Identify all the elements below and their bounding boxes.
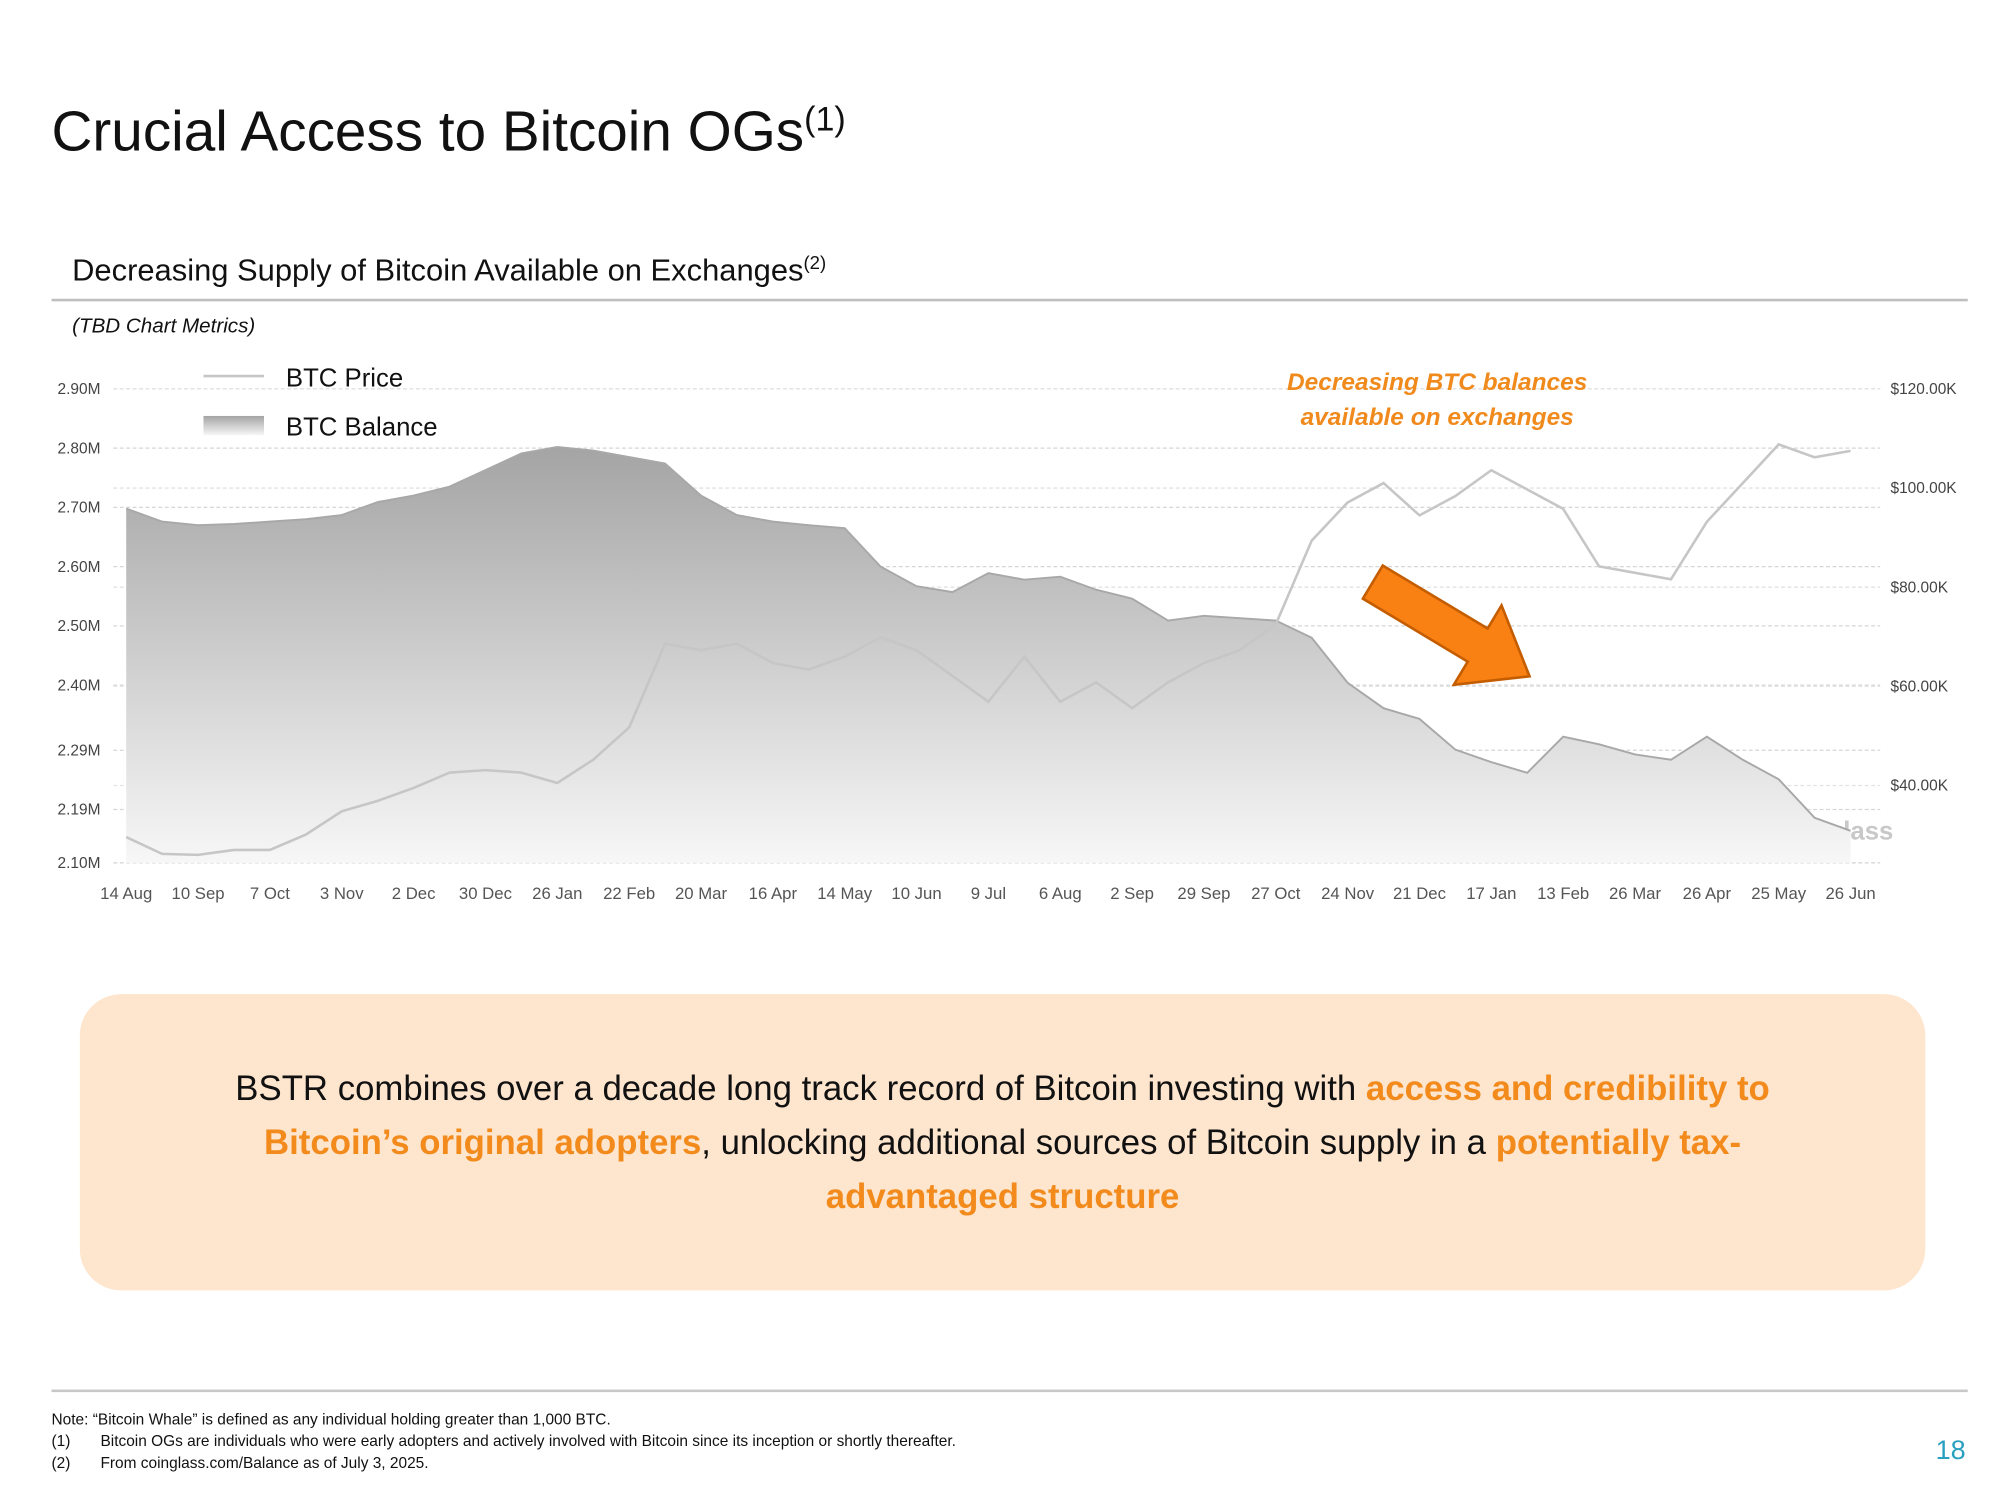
y-tick-label: 2.90M — [58, 381, 101, 398]
chart-heading-text: Decreasing Supply of Bitcoin Available o… — [72, 253, 804, 289]
divider — [51, 298, 1968, 302]
footnote-marker: (1) — [51, 1432, 71, 1451]
x-tick-label: 7 Oct — [250, 884, 290, 903]
y-tick-label: 2.80M — [58, 440, 101, 457]
x-tick-label: 2 Dec — [392, 884, 436, 903]
title-note: (1) — [804, 99, 846, 139]
x-tick-label: 10 Jun — [891, 884, 941, 903]
y-tick-label: 2.70M — [58, 500, 101, 517]
balance-area — [126, 446, 1851, 863]
x-tick-label: 16 Apr — [749, 884, 798, 903]
legend-label: BTC Balance — [286, 413, 438, 441]
price-line — [125, 442, 1851, 857]
x-tick-label: 21 Dec — [1393, 884, 1446, 903]
callout-text: BSTR combines over a decade long track r… — [235, 1068, 1366, 1108]
x-tick-label: 22 Feb — [603, 884, 655, 903]
x-tick-label: 6 Aug — [1039, 884, 1082, 903]
x-tick-label: 27 Oct — [1251, 884, 1301, 903]
page-number: 18 — [1935, 1435, 1966, 1466]
x-tick-label: 2 Sep — [1110, 884, 1154, 903]
footnote-marker: (2) — [51, 1453, 71, 1472]
y2-tick-label: $80.00K — [1890, 579, 1948, 596]
y2-tick-label: $120.00K — [1890, 381, 1957, 398]
callout: BSTR combines over a decade long track r… — [79, 994, 1926, 1291]
y-tick-label: 2.60M — [58, 559, 101, 576]
x-tick-label: 13 Feb — [1537, 884, 1589, 903]
annotation: Decreasing BTC balances — [1287, 369, 1587, 396]
x-tick-label: 3 Nov — [320, 884, 364, 903]
x-tick-label: 20 Mar — [675, 884, 728, 903]
chart: 2.10M 2.19M 2.29M 2.40M 2.50M 2.60M 2.70M 2.80M… — [58, 364, 1958, 903]
chart-heading: Decreasing Supply of Bitcoin Available o… — [72, 254, 826, 290]
annotation: available on exchanges — [1301, 404, 1574, 431]
x-tick-label: 24 Nov — [1321, 884, 1375, 903]
x-tick-label: 10 Sep — [172, 884, 225, 903]
y-tick-label: 2.50M — [58, 618, 101, 635]
y-tick-label: 2.19M — [58, 802, 101, 819]
chart-subtitle: (TBD Chart Metrics) — [72, 315, 256, 338]
legend-swatch — [203, 415, 264, 436]
balance-edge — [125, 445, 1851, 832]
footer-divider — [51, 1389, 1968, 1393]
chart-heading-note: (2) — [803, 253, 827, 275]
footnote-text: From coinglass.com/Balance as of July 3,… — [100, 1453, 429, 1472]
callout-text: , unlocking additional sources of Bitcoi… — [701, 1122, 1496, 1162]
footnote-text: Bitcoin OGs are individuals who were ear… — [100, 1432, 956, 1451]
x-tick-label: 30 Dec — [459, 884, 512, 903]
x-tick-label: 17 Jan — [1466, 884, 1516, 903]
x-tick-label: 14 Aug — [100, 884, 152, 903]
y2-tick-label: $40.00K — [1890, 778, 1948, 795]
x-tick-label: 26 Apr — [1683, 884, 1732, 903]
x-tick-label: 26 Jan — [532, 884, 582, 903]
y-tick-label: 2.10M — [58, 855, 101, 872]
x-tick-label: 9 Jul — [971, 884, 1006, 903]
x-tick-label: 26 Mar — [1609, 884, 1662, 903]
y-tick-label: 2.29M — [58, 742, 101, 759]
title-text: Crucial Access to Bitcoin OGs — [51, 100, 805, 164]
x-tick-label: 29 Sep — [1177, 884, 1230, 903]
footnote-note: Note: “Bitcoin Whale” is defined as any … — [51, 1410, 611, 1429]
x-tick-label: 26 Jun — [1825, 884, 1875, 903]
x-tick-label: 14 May — [817, 884, 873, 903]
y-tick-label: 2.40M — [58, 677, 101, 694]
highlight-text: potentially tax-advantaged structure — [825, 1122, 1742, 1216]
y2-tick-label: $60.00K — [1890, 679, 1948, 696]
legend-label: BTC Price — [286, 364, 403, 392]
highlight-text: access and credibility to Bitcoin’s orig… — [264, 1068, 1770, 1162]
arrow — [1361, 563, 1532, 687]
x-tick-label: 25 May — [1751, 884, 1807, 903]
slide-title: Crucial Access to Bitcoin OGs(1) — [52, 100, 846, 164]
y2-tick-label: $100.00K — [1890, 480, 1957, 497]
